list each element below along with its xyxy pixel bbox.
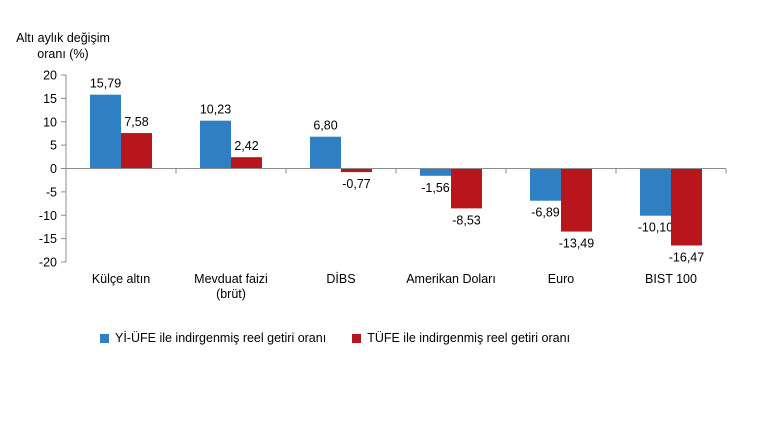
legend-label-series-1: Yİ-ÜFE ile indirgenmiş reel getiri oranı: [115, 331, 327, 345]
data-label-1-2: 10,23: [200, 103, 231, 117]
data-label-2-1: 7,58: [124, 115, 148, 129]
y-tick-label: 15: [43, 92, 57, 106]
legend-label-series-2: TÜFE ile indirgenmiş reel getiri oranı: [367, 331, 571, 345]
bar-1-1: [90, 94, 121, 169]
y-axis-title-line-2: oranı (%): [37, 47, 89, 61]
bar-2-3: [341, 168, 372, 173]
x-tick-label: Külçe altın: [92, 272, 150, 286]
data-label-2-6: -16,47: [669, 250, 704, 264]
bar-1-4: [420, 168, 451, 176]
bar-1-2: [200, 120, 231, 169]
y-tick-label: -15: [39, 232, 57, 246]
x-tick-label: (brüt): [216, 287, 246, 301]
y-tick-label: -5: [46, 185, 57, 199]
y-axis-title: Altı aylık değişim oranı (%): [8, 30, 118, 62]
bar-2-5: [561, 168, 592, 232]
x-tick-label: BIST 100: [645, 272, 697, 286]
bar-2-2: [231, 157, 262, 169]
legend-item-series-2: TÜFE ile indirgenmiş reel getiri oranı: [352, 331, 570, 345]
y-axis-title-line-1: Altı aylık değişim: [16, 31, 110, 45]
data-label-1-5: -6,89: [531, 206, 560, 220]
data-label-1-3: 6,80: [313, 119, 337, 133]
y-tick-label: -10: [39, 209, 57, 223]
data-label-2-4: -8,53: [452, 213, 481, 227]
x-tick-label: Euro: [548, 272, 574, 286]
bar-2-6: [671, 168, 702, 246]
x-tick-label: Amerikan Doları: [406, 272, 496, 286]
legend-swatch-series-1: [100, 333, 109, 343]
y-tick-label: 5: [50, 139, 57, 153]
bar-2-1: [121, 133, 152, 169]
legend-swatch-series-2: [352, 333, 362, 343]
legend: Yİ-ÜFE ile indirgenmiş reel getiri oranı…: [100, 331, 596, 345]
data-label-2-2: 2,42: [234, 139, 258, 153]
data-label-1-4: -1,56: [421, 181, 450, 195]
data-label-1-1: 15,79: [90, 77, 121, 91]
data-label-1-6: -10,10: [638, 221, 673, 235]
bar-2-4: [451, 168, 482, 209]
y-tick-label: 20: [43, 69, 57, 83]
data-label-2-5: -13,49: [559, 237, 594, 251]
y-tick-label: -20: [39, 256, 57, 270]
y-tick-label: 10: [43, 115, 57, 129]
x-tick-label: DİBS: [326, 272, 355, 286]
x-tick-label: Mevduat faizi: [194, 272, 268, 286]
y-tick-label: 0: [50, 162, 57, 176]
bar-1-5: [530, 168, 561, 201]
bar-1-6: [640, 168, 671, 216]
bar-1-3: [310, 136, 341, 169]
data-label-2-3: -0,77: [342, 177, 371, 191]
legend-item-series-1: Yİ-ÜFE ile indirgenmiş reel getiri oranı: [100, 331, 326, 345]
